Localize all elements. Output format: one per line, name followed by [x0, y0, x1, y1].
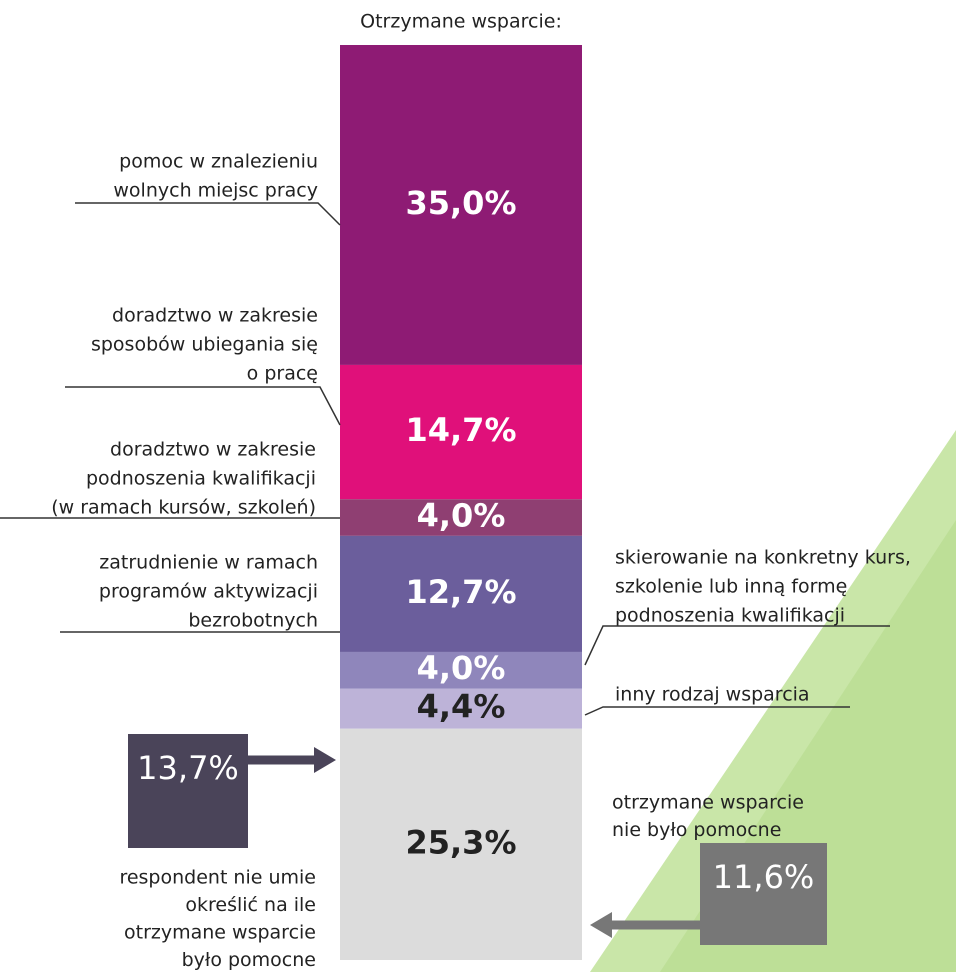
arrow-head: [314, 747, 336, 773]
breakdown-box: [700, 843, 827, 945]
bar-segment: [340, 688, 582, 729]
segment-label: podnoszenia kwalifikacji: [86, 468, 316, 490]
segment-label: (w ramach kursów, szkoleń): [51, 497, 316, 519]
breakdown-label: nie było pomocne: [612, 819, 781, 841]
segment-label: zatrudnienie w ramach: [99, 552, 318, 574]
segment-label: szkolenie lub inną formę: [615, 576, 847, 598]
breakdown-value: 13,7%: [137, 749, 239, 787]
segment-label: skierowanie na konkretny kurs,: [615, 547, 911, 569]
segment-label: inny rodzaj wsparcia: [615, 684, 810, 706]
bar-segment: [340, 535, 582, 652]
value-label: 4,4%: [417, 688, 506, 726]
arrow-head: [590, 912, 612, 938]
segment-label: o pracę: [247, 363, 318, 385]
value-label: 35,0%: [405, 184, 516, 222]
leader-line: [584, 625, 890, 666]
breakdown-box: [128, 734, 248, 848]
segment-label: doradztwo w zakresie: [112, 305, 318, 327]
segment-label: programów aktywizacji: [99, 581, 318, 603]
breakdown-value: 11,6%: [713, 858, 815, 896]
value-label: 12,7%: [405, 573, 516, 611]
segment-label: sposobów ubiegania się: [91, 334, 318, 356]
value-label: 4,0%: [417, 649, 506, 687]
leader-line: [75, 202, 341, 226]
breakdown-label: otrzymane wsparcie: [124, 922, 316, 944]
leader-line: [65, 386, 341, 426]
segment-label: podnoszenia kwalifikacji: [615, 605, 845, 627]
bar-segment: [340, 728, 582, 960]
value-label: 25,3%: [405, 823, 516, 861]
value-label: 14,7%: [405, 411, 516, 449]
breakdown-label: respondent nie umie: [119, 867, 316, 889]
value-label: 4,0%: [417, 497, 506, 535]
segment-label: wolnych miejsc pracy: [113, 180, 318, 202]
segment-label: bezrobotnych: [188, 610, 318, 632]
segment-label: pomoc w znalezieniu: [119, 151, 318, 173]
bar-segment: [340, 364, 582, 500]
leader-line: [584, 706, 850, 716]
breakdown-label: otrzymane wsparcie: [612, 792, 804, 814]
chart-title: Otrzymane wsparcie:: [360, 11, 562, 33]
breakdown-label: określić na ile: [185, 894, 316, 916]
bar-segment: [340, 499, 582, 536]
segment-label: doradztwo w zakresie: [110, 439, 316, 461]
bar-segment: [340, 45, 582, 365]
breakdown-label: było pomocne: [182, 949, 316, 971]
bar-segment: [340, 651, 582, 689]
